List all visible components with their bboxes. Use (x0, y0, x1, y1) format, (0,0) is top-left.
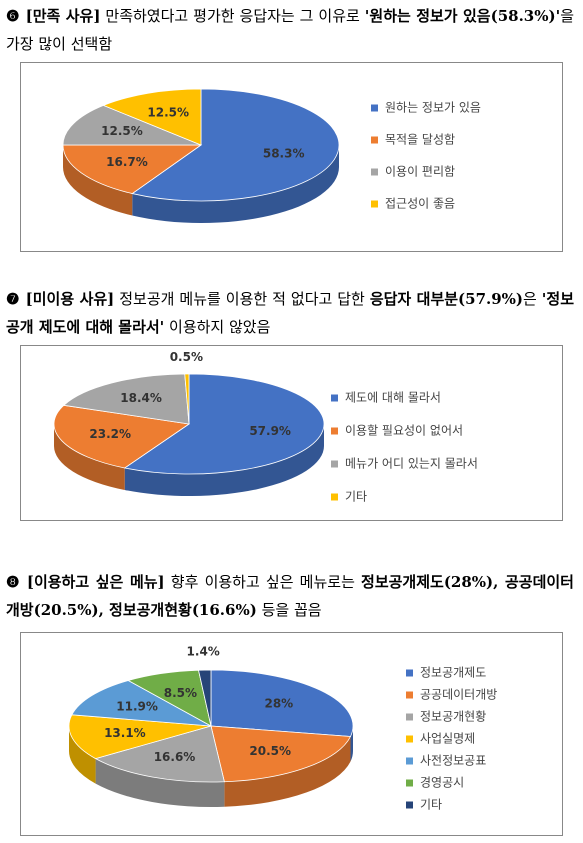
legend-swatch (406, 757, 413, 765)
pie-slice (71, 680, 212, 727)
heading-text: 응답자 대부분(57.9%) (369, 290, 524, 308)
pie-side (54, 424, 125, 490)
legend-swatch (331, 460, 338, 468)
pie-side (124, 424, 324, 496)
pie-slice (184, 373, 190, 425)
legend-swatch (406, 779, 413, 787)
value-label: 20.5% (249, 744, 291, 758)
legend-swatch (406, 669, 413, 677)
pie-slice (123, 373, 325, 475)
heading-text: '정보공개 제도에 대해 몰라서' (6, 290, 574, 336)
value-label: 1.4% (187, 645, 220, 659)
legend-swatch (371, 136, 378, 144)
value-label: 11.9% (116, 700, 158, 714)
value-label: 12.5% (101, 124, 143, 138)
legend-swatch (331, 427, 338, 435)
pie-side (132, 145, 339, 223)
legend-swatch (371, 104, 378, 112)
legend-swatch (406, 713, 413, 721)
value-label: 57.9% (249, 424, 291, 438)
value-label: 18.4% (120, 391, 162, 405)
legend-label: 제도에 대해 몰라서 (345, 391, 441, 405)
pie-slice (68, 714, 212, 760)
legend-label: 기타 (420, 798, 442, 812)
value-label: 58.3% (263, 146, 305, 160)
legend-swatch (406, 801, 413, 809)
pie-side (350, 726, 353, 762)
section-marker: ❼ (6, 290, 20, 308)
legend-label: 정보공개제도 (420, 666, 486, 680)
legend-label: 목적을 달성함 (385, 133, 455, 147)
legend-label: 경영공시 (420, 776, 464, 790)
legend-swatch (331, 394, 338, 402)
value-label: 12.5% (147, 105, 189, 119)
legend-swatch (331, 493, 338, 501)
heading-text: 만족하였다고 평가한 응답자는 그 이유로 (100, 7, 365, 25)
pie-slice (131, 88, 340, 202)
heading: ❻ [만족 사유] 만족하였다고 평가한 응답자는 그 이유로 '원하는 정보가 … (6, 2, 574, 58)
value-label: 28% (264, 696, 293, 710)
legend-label: 공공데이터개방 (420, 688, 497, 702)
heading-text: '원하는 정보가 있음(58.3%)' (364, 7, 561, 25)
pie-slice (62, 144, 203, 194)
legend-label: 이용이 편리함 (385, 165, 455, 179)
value-label: 8.5% (164, 686, 197, 700)
pie-side (69, 726, 96, 784)
legend-swatch (371, 168, 378, 176)
legend-label: 사업실명제 (420, 732, 475, 746)
heading-text: 등을 꼽음 (256, 601, 322, 619)
pie-slice (62, 373, 190, 425)
heading-text: 이용하지 않았음 (164, 318, 271, 336)
pie-slice (210, 725, 352, 783)
legend-label: 메뉴가 어디 있는지 몰라서 (345, 457, 478, 471)
heading: ❽ [이용하고 싶은 메뉴] 향후 이용하고 싶은 메뉴로는 정보공개제도(28%… (6, 568, 574, 624)
heading-text: 정보공개 메뉴를 이용한 적 없다고 답한 (114, 290, 370, 308)
section-marker: ❻ (6, 7, 20, 25)
legend-swatch (406, 691, 413, 699)
legend-label: 기타 (345, 490, 367, 504)
heading-text: 향후 이용하고 싶은 메뉴로는 (164, 573, 362, 591)
pie-slice (198, 669, 212, 727)
pie-side (63, 145, 133, 216)
legend-label: 원하는 정보가 있음 (385, 101, 481, 115)
value-label: 0.5% (170, 350, 203, 364)
heading-text: [이용하고 싶은 메뉴] (26, 573, 165, 591)
legend-swatch (406, 735, 413, 743)
legend-swatch (371, 200, 378, 208)
legend-label: 사전정보공표 (420, 754, 486, 768)
section-marker: ❽ (6, 573, 21, 591)
pie-slice (53, 404, 191, 469)
pie-slice (102, 88, 202, 146)
legend-label: 정보공개현황 (420, 710, 486, 724)
value-label: 16.6% (154, 750, 196, 764)
heading-text: 은 (523, 290, 542, 308)
value-label: 13.1% (104, 726, 146, 740)
pie-side (95, 758, 225, 807)
value-label: 23.2% (89, 427, 131, 441)
chart: 28% 20.5% 16.6% 13.1% 11.9% 8.5% 1.4% 정보공개제도공공데… (20, 632, 563, 836)
legend-label: 접근성이 좋음 (385, 197, 455, 211)
pie-side (224, 736, 351, 807)
heading: ❼ [미이용 사유] 정보공개 메뉴를 이용한 적 없다고 답한 응답자 대부분(… (6, 285, 574, 341)
heading-text: 을 가장 많이 선택함 (6, 7, 574, 53)
heading-text: 정보공개제도(28%), 공공데이터개방(20.5%), 정보공개현황(16.6… (6, 573, 574, 619)
pie-slice (210, 669, 354, 737)
pie-slice (94, 725, 225, 783)
heading-text: [미이용 사유] (25, 290, 115, 308)
value-label: 16.7% (106, 155, 148, 169)
heading-text: [만족 사유] (25, 7, 101, 25)
legend-label: 이용할 필요성이 없어서 (345, 424, 463, 438)
pie-slice (62, 104, 202, 146)
